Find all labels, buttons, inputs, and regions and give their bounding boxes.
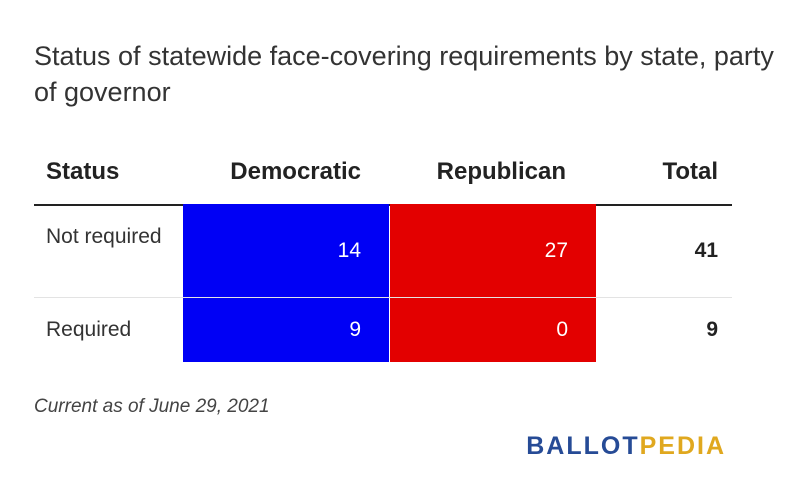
total-number: 41 — [694, 239, 718, 262]
table-row: Required 9 0 9 — [34, 298, 732, 362]
row-status-label: Required — [46, 318, 132, 341]
logo-part-pedia: PEDIA — [639, 432, 726, 460]
ballotpedia-logo[interactable]: BALLOTPEDIA — [526, 432, 726, 461]
total-number: 9 — [706, 318, 718, 341]
republican-cell: 0 — [390, 298, 596, 362]
table-row: Not required 14 27 41 — [34, 204, 732, 298]
republican-cell: 27 — [390, 204, 596, 298]
total-value: 9 — [594, 298, 718, 362]
footnote: Current as of June 29, 2021 — [34, 396, 270, 417]
data-table: Status Democratic Republican Total Not r… — [34, 150, 732, 362]
header-republican: Republican — [436, 158, 566, 185]
democratic-value: 9 — [349, 318, 361, 341]
header-total: Total — [662, 158, 718, 185]
democratic-cell: 14 — [183, 204, 389, 298]
row-divider — [34, 297, 732, 298]
republican-value: 0 — [556, 318, 568, 341]
democratic-value: 14 — [337, 239, 361, 262]
logo-part-ballot: BALLOT — [526, 432, 640, 460]
table-header: Status Democratic Republican Total — [34, 150, 732, 206]
total-value: 41 — [594, 204, 718, 298]
republican-value: 27 — [544, 239, 568, 262]
header-status: Status — [46, 158, 120, 185]
chart-title: Status of statewide face-covering requir… — [34, 41, 774, 107]
header-democratic: Democratic — [230, 158, 361, 185]
row-status-label: Not required — [46, 225, 162, 248]
democratic-cell: 9 — [183, 298, 389, 362]
